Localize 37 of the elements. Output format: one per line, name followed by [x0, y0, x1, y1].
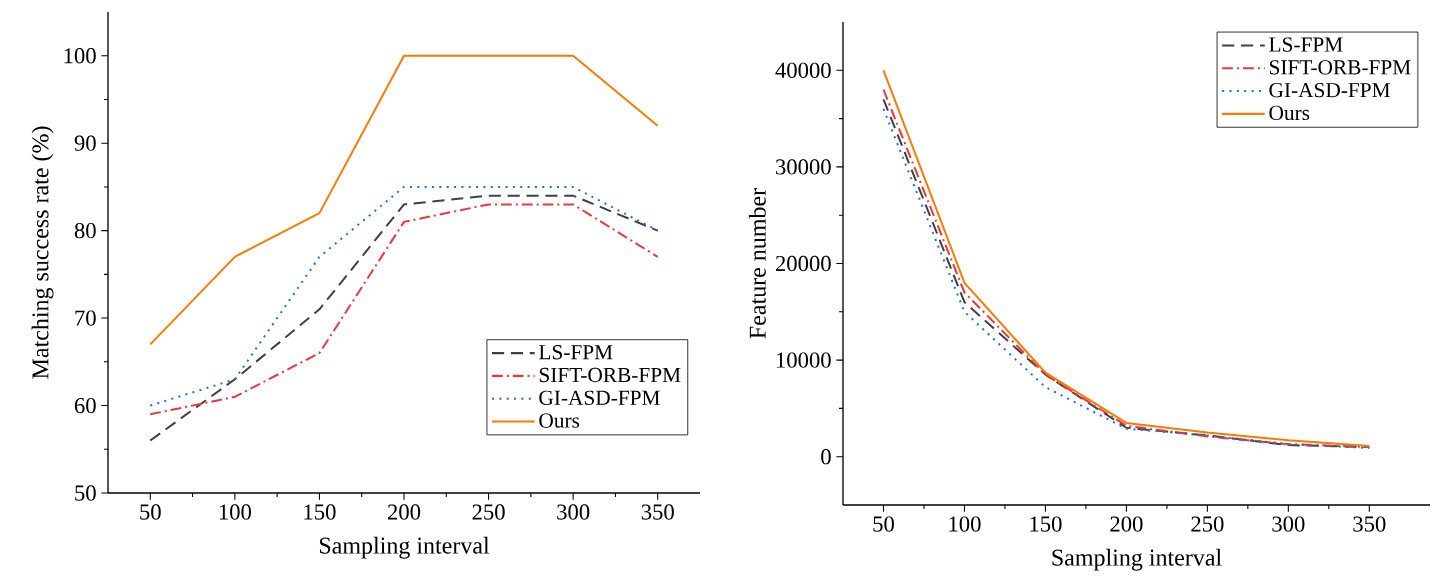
x-axis-title: Sampling interval [319, 536, 490, 559]
x-tick-label: 100 [219, 504, 251, 520]
x-tick-label: 300 [1272, 516, 1305, 532]
x-tick-label: 150 [1030, 516, 1062, 532]
y-tick-label: 0 [821, 449, 831, 465]
x-tick-label: 300 [557, 504, 590, 520]
x-tick-label: 200 [388, 504, 421, 520]
x-axis-title: Sampling interval [1052, 548, 1222, 571]
x-tick-label: 250 [472, 504, 505, 520]
y-tick-label: 60 [74, 397, 96, 414]
x-tick-label: 350 [641, 504, 674, 520]
y-axis-title: Matching success rate (%) [31, 126, 54, 379]
legend-label: GI-ASD-FPM [1269, 82, 1390, 98]
x-tick-label: 100 [949, 516, 981, 532]
x-tick-label: 50 [873, 516, 894, 532]
y-tick-label: 100 [64, 48, 96, 64]
x-tick-label: 250 [1191, 516, 1224, 532]
legend-label: LS-FPM [539, 345, 613, 360]
y-tick-label: 50 [75, 485, 96, 501]
legend-label: Ours [1269, 105, 1310, 121]
y-tick-label: 90 [74, 135, 96, 151]
legend-label: GI-ASD-FPM [539, 390, 660, 405]
y-tick-label: 10000 [776, 352, 831, 368]
x-tick-label: 350 [1353, 516, 1386, 532]
legend-label: LS-FPM [1269, 37, 1343, 52]
y-tick-label: 30000 [776, 159, 831, 175]
y-axis-title: Feature number [748, 188, 766, 339]
legend-label: SIFT-ORB-FPM [1269, 60, 1411, 75]
legend-label: Ours [539, 413, 580, 428]
y-tick-label: 70 [75, 310, 96, 326]
y-tick-label: 80 [74, 222, 96, 239]
y-tick-label: 40000 [775, 62, 831, 78]
legend-label: SIFT-ORB-FPM [539, 367, 681, 383]
y-tick-label: 20000 [775, 255, 831, 272]
x-tick-label: 50 [140, 504, 161, 520]
x-tick-label: 200 [1110, 516, 1143, 532]
x-tick-label: 150 [304, 504, 336, 520]
